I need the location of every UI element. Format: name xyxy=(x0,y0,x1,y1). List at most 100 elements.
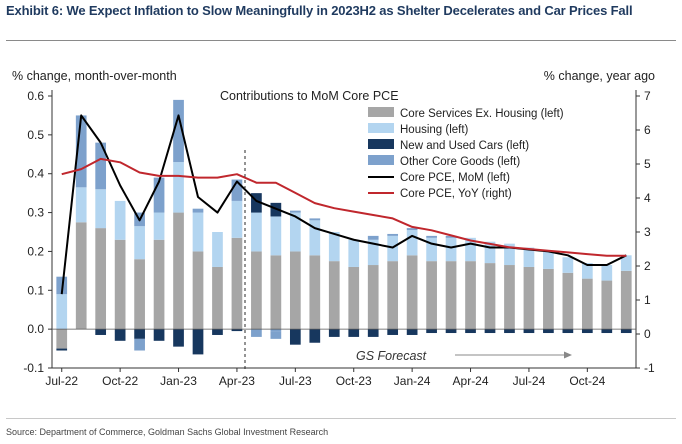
bar-core-services-ex-housing xyxy=(95,228,107,330)
bar-new-and-used-cars xyxy=(523,329,535,334)
legend-label: Housing (left) xyxy=(400,124,469,136)
bar-housing xyxy=(153,212,165,240)
x-tick-label: Jul-22 xyxy=(45,374,78,388)
bar-other-core-goods xyxy=(289,210,301,213)
bar-core-services-ex-housing xyxy=(192,251,204,330)
bar-new-and-used-cars xyxy=(406,329,418,335)
bar-core-services-ex-housing xyxy=(212,266,223,330)
bars-layer xyxy=(56,99,632,355)
left-tick-label: -0.1 xyxy=(23,361,44,375)
left-tick-label: 0.4 xyxy=(27,167,44,181)
legend-label: New and Used Cars (left) xyxy=(400,140,529,152)
forecast-label: GS Forecast xyxy=(356,349,427,363)
bar-housing xyxy=(523,247,535,267)
bar-other-core-goods xyxy=(95,142,107,190)
legend-label: Core PCE, YoY (right) xyxy=(400,188,512,200)
bar-core-services-ex-housing xyxy=(134,259,145,330)
bar-core-services-ex-housing xyxy=(173,212,184,330)
forecast-arrow-head xyxy=(564,351,572,359)
bar-housing xyxy=(601,265,613,281)
bar-new-and-used-cars xyxy=(328,329,340,337)
legend-background xyxy=(362,103,594,205)
bar-other-core-goods xyxy=(75,115,87,188)
bar-core-services-ex-housing xyxy=(523,266,535,330)
bar-housing xyxy=(562,257,574,273)
bar-core-services-ex-housing xyxy=(270,255,282,330)
bar-new-and-used-cars xyxy=(445,329,457,334)
bar-core-services-ex-housing xyxy=(543,268,554,330)
left-axis-title: % change, month-over-month xyxy=(12,69,177,83)
source-note: Source: Department of Commerce, Goldman … xyxy=(6,427,329,437)
bar-other-core-goods xyxy=(231,179,243,201)
bar-new-and-used-cars xyxy=(465,329,476,334)
legend-label: Core Services Ex. Housing (left) xyxy=(400,108,564,120)
bar-other-core-goods xyxy=(406,228,418,231)
x-tick-label: Apr-24 xyxy=(453,374,489,388)
right-tick-label: 6 xyxy=(644,123,651,137)
chart-canvas: % change, month-over-month % change, yea… xyxy=(12,69,655,388)
bar-new-and-used-cars xyxy=(387,329,399,335)
x-tick-label: Oct-23 xyxy=(336,374,372,388)
bar-housing xyxy=(504,243,515,266)
exhibit-title: Exhibit 6: We Expect Inflation to Slow M… xyxy=(6,3,633,18)
bar-new-and-used-cars xyxy=(56,348,68,351)
legend-swatch xyxy=(368,155,394,165)
bar-housing xyxy=(270,216,282,256)
left-tick-label: 0.6 xyxy=(27,89,44,103)
bar-new-and-used-cars xyxy=(231,329,243,332)
x-tick-label: Jul-23 xyxy=(279,374,312,388)
bar-core-services-ex-housing xyxy=(504,265,515,330)
bar-core-services-ex-housing xyxy=(562,272,574,330)
right-tick-label: 4 xyxy=(644,191,651,205)
bar-housing xyxy=(581,263,593,279)
bar-new-and-used-cars xyxy=(581,329,593,334)
bar-new-and-used-cars xyxy=(173,329,184,347)
bar-other-core-goods xyxy=(251,329,262,337)
bar-housing xyxy=(406,230,418,256)
bar-housing xyxy=(95,189,107,229)
bar-housing xyxy=(309,220,321,256)
bar-new-and-used-cars xyxy=(251,193,262,213)
bar-housing xyxy=(134,226,145,260)
right-axis-title: % change, year ago xyxy=(544,69,655,83)
bar-new-and-used-cars xyxy=(543,329,554,334)
x-tick-label: Oct-24 xyxy=(569,374,605,388)
legend-swatch xyxy=(368,123,394,133)
bar-core-services-ex-housing xyxy=(581,278,593,330)
bar-new-and-used-cars xyxy=(289,329,301,345)
bar-other-core-goods xyxy=(270,329,282,332)
left-tick-label: 0.5 xyxy=(27,128,44,142)
legend-swatch xyxy=(368,139,394,149)
bar-core-services-ex-housing xyxy=(426,261,437,330)
bar-housing xyxy=(114,200,126,240)
bar-other-core-goods xyxy=(153,177,165,213)
bar-new-and-used-cars xyxy=(426,329,437,334)
bar-housing xyxy=(484,241,496,264)
bar-housing xyxy=(426,237,437,262)
bar-core-services-ex-housing xyxy=(387,261,399,330)
x-tick-label: Jan-24 xyxy=(394,374,431,388)
bar-other-core-goods xyxy=(134,338,145,351)
bar-other-core-goods xyxy=(445,235,457,238)
bar-core-services-ex-housing xyxy=(75,222,87,330)
bar-new-and-used-cars xyxy=(114,329,126,341)
bar-other-core-goods xyxy=(426,235,437,238)
bar-new-and-used-cars xyxy=(348,329,360,337)
right-tick-label: 2 xyxy=(644,259,651,273)
bar-housing xyxy=(56,294,68,330)
legend-label: Core PCE, MoM (left) xyxy=(400,172,510,184)
bar-new-and-used-cars xyxy=(601,329,613,334)
source-divider xyxy=(6,418,676,419)
left-tick-label: 0.2 xyxy=(27,244,44,258)
right-tick-label: 1 xyxy=(644,293,651,307)
line-core-pce-yoy xyxy=(61,157,627,257)
bar-new-and-used-cars xyxy=(484,329,496,334)
bar-housing xyxy=(445,237,457,262)
left-tick-label: 0.1 xyxy=(27,283,44,297)
bar-new-and-used-cars xyxy=(192,329,204,355)
bar-other-core-goods xyxy=(387,233,399,236)
bar-housing xyxy=(75,187,87,223)
bar-other-core-goods xyxy=(309,218,321,221)
bar-core-services-ex-housing xyxy=(289,251,301,330)
x-tick-label: Jan-23 xyxy=(160,374,197,388)
